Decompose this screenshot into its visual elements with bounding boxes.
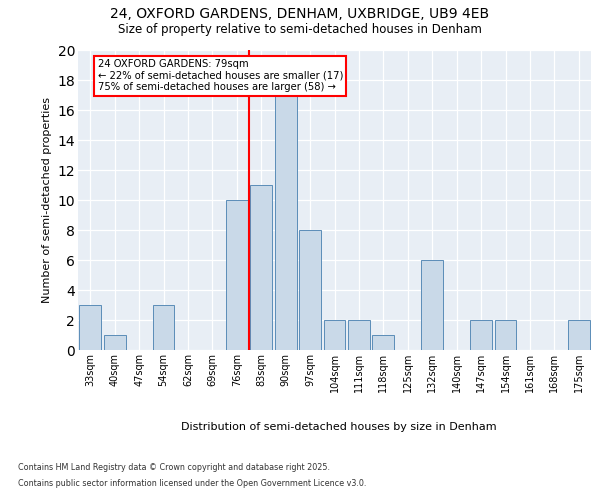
- Text: 24 OXFORD GARDENS: 79sqm
← 22% of semi-detached houses are smaller (17)
75% of s: 24 OXFORD GARDENS: 79sqm ← 22% of semi-d…: [98, 59, 343, 92]
- Bar: [226, 200, 248, 350]
- Bar: [250, 185, 272, 350]
- Bar: [373, 335, 394, 350]
- Bar: [79, 305, 101, 350]
- Text: 24, OXFORD GARDENS, DENHAM, UXBRIDGE, UB9 4EB: 24, OXFORD GARDENS, DENHAM, UXBRIDGE, UB…: [110, 8, 490, 22]
- Text: Contains HM Land Registry data © Crown copyright and database right 2025.: Contains HM Land Registry data © Crown c…: [18, 464, 330, 472]
- Bar: [568, 320, 590, 350]
- Y-axis label: Number of semi-detached properties: Number of semi-detached properties: [42, 97, 52, 303]
- Bar: [275, 95, 296, 350]
- Bar: [421, 260, 443, 350]
- Text: Size of property relative to semi-detached houses in Denham: Size of property relative to semi-detach…: [118, 22, 482, 36]
- Bar: [494, 320, 517, 350]
- Bar: [299, 230, 321, 350]
- Bar: [104, 335, 125, 350]
- Text: Distribution of semi-detached houses by size in Denham: Distribution of semi-detached houses by …: [181, 422, 497, 432]
- Bar: [323, 320, 346, 350]
- Text: Contains public sector information licensed under the Open Government Licence v3: Contains public sector information licen…: [18, 478, 367, 488]
- Bar: [470, 320, 492, 350]
- Bar: [152, 305, 175, 350]
- Bar: [348, 320, 370, 350]
